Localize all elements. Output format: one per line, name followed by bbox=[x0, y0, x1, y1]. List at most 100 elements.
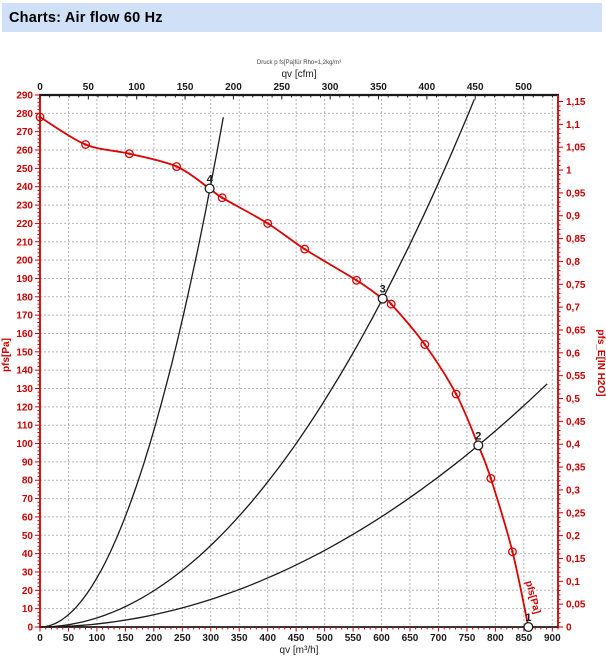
svg-text:120: 120 bbox=[16, 402, 33, 413]
svg-text:0,8: 0,8 bbox=[566, 257, 580, 268]
svg-text:550: 550 bbox=[345, 633, 362, 644]
svg-text:0,75: 0,75 bbox=[566, 280, 586, 291]
svg-text:900: 900 bbox=[544, 633, 561, 644]
operating-point-label-2: 2 bbox=[475, 430, 481, 442]
svg-text:100: 100 bbox=[16, 439, 33, 450]
svg-text:0,7: 0,7 bbox=[566, 303, 580, 314]
svg-text:80: 80 bbox=[22, 476, 34, 487]
svg-text:450: 450 bbox=[467, 82, 484, 93]
svg-text:170: 170 bbox=[16, 311, 33, 322]
svg-text:150: 150 bbox=[177, 82, 194, 93]
svg-text:240: 240 bbox=[16, 182, 33, 193]
svg-text:0,4: 0,4 bbox=[566, 440, 580, 451]
data-point-marker bbox=[486, 473, 496, 483]
data-point-marker bbox=[420, 340, 430, 349]
svg-text:0,5: 0,5 bbox=[566, 394, 580, 405]
bottom-axis: 0 50 100 150 200 250 300 350 400 450 500 550 600 650 7… bbox=[37, 627, 561, 656]
svg-text:20: 20 bbox=[22, 586, 34, 597]
data-point-marker bbox=[172, 162, 182, 171]
svg-text:0: 0 bbox=[27, 623, 33, 634]
svg-text:200: 200 bbox=[146, 633, 163, 644]
right-axis: 0 0,05 0,1 0,15 0,2 0,25 0,3 0,35 0,4 0,45 0,5 0,55… bbox=[558, 97, 606, 634]
window-title-bar: Charts: Air flow 60 Hz bbox=[2, 3, 602, 32]
svg-text:250: 250 bbox=[273, 82, 290, 93]
svg-text:400: 400 bbox=[419, 82, 436, 93]
data-point-marker bbox=[300, 244, 310, 254]
operating-point-label-1: 1 bbox=[525, 612, 531, 624]
operating-point-1 bbox=[523, 621, 534, 633]
svg-text:800: 800 bbox=[487, 633, 504, 644]
svg-text:260: 260 bbox=[16, 146, 33, 157]
svg-text:0,6: 0,6 bbox=[566, 348, 580, 359]
svg-text:150: 150 bbox=[117, 633, 134, 644]
top-axis-title: qv [cfm] bbox=[281, 69, 316, 80]
svg-text:0,1: 0,1 bbox=[566, 577, 580, 588]
svg-text:220: 220 bbox=[16, 219, 33, 230]
svg-text:1,1: 1,1 bbox=[566, 120, 580, 131]
svg-text:300: 300 bbox=[202, 633, 219, 644]
svg-text:100: 100 bbox=[89, 633, 106, 644]
left-axis-title: pfs[Pa] bbox=[1, 338, 12, 372]
svg-text:40: 40 bbox=[22, 549, 34, 560]
axes bbox=[39, 93, 559, 628]
system-curve-4 bbox=[39, 117, 224, 628]
data-point-marker bbox=[124, 149, 134, 159]
svg-text:0: 0 bbox=[566, 623, 572, 634]
svg-text:200: 200 bbox=[16, 256, 33, 267]
svg-text:0,55: 0,55 bbox=[566, 371, 586, 382]
svg-text:180: 180 bbox=[16, 292, 33, 303]
gridlines bbox=[40, 95, 558, 627]
svg-text:0,85: 0,85 bbox=[566, 234, 586, 245]
operating-point-3 bbox=[377, 293, 388, 304]
chart-note: Druck p fs[Pa]für Rho=1,2kg/m³ bbox=[257, 60, 341, 66]
operating-point-label-3: 3 bbox=[380, 284, 386, 296]
svg-text:250: 250 bbox=[174, 633, 191, 644]
data-point-marker bbox=[352, 275, 361, 285]
svg-text:130: 130 bbox=[16, 384, 33, 395]
svg-text:0,65: 0,65 bbox=[566, 325, 586, 336]
svg-text:350: 350 bbox=[370, 82, 387, 93]
svg-text:0,05: 0,05 bbox=[566, 600, 586, 611]
svg-text:750: 750 bbox=[459, 633, 476, 644]
svg-text:200: 200 bbox=[225, 82, 242, 93]
svg-text:0: 0 bbox=[37, 633, 43, 644]
svg-text:650: 650 bbox=[402, 633, 419, 644]
svg-text:70: 70 bbox=[22, 494, 34, 505]
data-point-marker bbox=[386, 299, 396, 309]
svg-text:500: 500 bbox=[515, 82, 532, 93]
svg-text:290: 290 bbox=[16, 91, 33, 102]
svg-text:700: 700 bbox=[430, 633, 447, 644]
svg-text:0,45: 0,45 bbox=[566, 417, 586, 428]
svg-text:30: 30 bbox=[22, 567, 34, 578]
svg-text:150: 150 bbox=[16, 347, 33, 358]
data-point-marker bbox=[263, 218, 273, 228]
svg-text:600: 600 bbox=[373, 633, 390, 644]
svg-text:0,9: 0,9 bbox=[566, 211, 580, 222]
data-point-marker bbox=[217, 193, 227, 203]
data-point-marker bbox=[508, 547, 517, 557]
svg-text:250: 250 bbox=[16, 164, 33, 175]
system-curve-2 bbox=[39, 383, 548, 628]
svg-text:50: 50 bbox=[83, 82, 95, 93]
system-curve-3 bbox=[39, 99, 475, 628]
left-axis: 0 10 20 30 40 50 60 70 80 90 100 110 120 130 140 150 160… bbox=[1, 91, 40, 634]
top-axis: 0 50 100 150 200 250 300 350 400 450 500 qv [cfm] Dr… bbox=[37, 60, 554, 100]
bottom-axis-title: qv [m³/h] bbox=[280, 645, 319, 656]
operating-point-2 bbox=[473, 440, 484, 451]
svg-text:0,95: 0,95 bbox=[566, 188, 586, 199]
svg-text:0,25: 0,25 bbox=[566, 508, 586, 519]
svg-text:0,35: 0,35 bbox=[566, 463, 586, 474]
svg-text:230: 230 bbox=[16, 201, 33, 212]
svg-text:60: 60 bbox=[22, 512, 34, 523]
svg-text:210: 210 bbox=[16, 237, 33, 248]
svg-text:190: 190 bbox=[16, 274, 33, 285]
svg-text:0,2: 0,2 bbox=[566, 531, 580, 542]
right-axis-title: pfs_E[IN H2O] bbox=[595, 329, 606, 396]
fan-curve-markers bbox=[35, 112, 517, 557]
svg-text:0,15: 0,15 bbox=[566, 554, 586, 565]
operating-point-4 bbox=[204, 183, 215, 194]
data-point-marker bbox=[81, 140, 90, 149]
svg-text:300: 300 bbox=[322, 82, 339, 93]
fan-curve bbox=[39, 116, 530, 628]
